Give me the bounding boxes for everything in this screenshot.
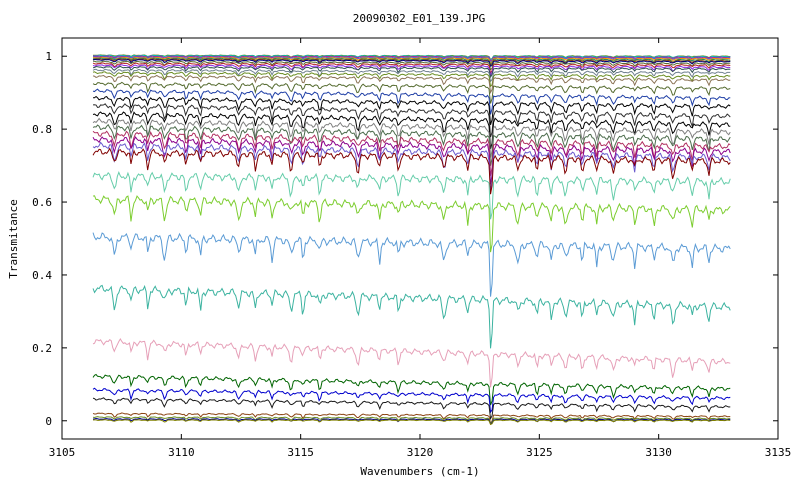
spectrum-series-line — [92, 412, 731, 425]
spectrum-series-line — [92, 338, 731, 388]
spectrum-series-line — [92, 64, 731, 77]
spectrum-series-line — [92, 123, 731, 166]
spectrum-series-line — [92, 387, 731, 414]
y-tick-label: 1 — [45, 50, 52, 63]
series-group — [92, 54, 731, 426]
spectrum-series-line — [92, 418, 731, 425]
chart-title: 20090302_E01_139.JPG — [353, 12, 485, 25]
spectrum-series-line — [92, 130, 731, 176]
spectrum-series-line — [92, 284, 731, 349]
x-tick-label: 3120 — [407, 446, 434, 459]
spectrum-series-line — [92, 62, 731, 74]
y-tick-label: 0.4 — [32, 269, 52, 282]
spectrum-series-line — [92, 81, 731, 104]
spectrum-series-line — [92, 141, 731, 192]
spectrum-series-line — [92, 171, 731, 220]
x-tick-label: 3135 — [765, 446, 792, 459]
spectrum-series-line — [92, 57, 731, 66]
x-tick-label: 3115 — [287, 446, 314, 459]
spectrum-series-line — [92, 232, 731, 297]
spectrum-series-line — [92, 373, 731, 406]
y-axis: 0 0.2 0.4 0.6 0.8 1 — [32, 50, 778, 428]
spectrum-series-line — [92, 397, 731, 421]
spectrum-series-line — [92, 136, 731, 185]
x-tick-label: 3130 — [645, 446, 672, 459]
x-tick-label: 3125 — [526, 446, 553, 459]
spectrum-series-line — [93, 95, 731, 126]
spectrum-series-line — [92, 416, 731, 425]
spectrum-series-line — [93, 60, 731, 71]
spectrum-series-line — [92, 103, 731, 138]
spectrum-series-line — [92, 74, 731, 95]
spectrum-series-line — [92, 419, 731, 426]
x-tick-label: 3105 — [49, 446, 76, 459]
spectrum-series-line — [92, 147, 731, 195]
spectrum-series-line — [92, 68, 731, 83]
x-tick-label: 3110 — [168, 446, 195, 459]
x-axis-title: Wavenumbers (cm-1) — [360, 465, 479, 478]
y-tick-label: 0.2 — [32, 342, 52, 355]
y-axis-title: Transmitance — [7, 199, 20, 278]
spectrum-series-line — [92, 195, 731, 253]
spectrum-series-line — [92, 65, 731, 79]
y-tick-label: 0.6 — [32, 196, 52, 209]
spectrum-series-line — [92, 117, 731, 158]
spectrum-series-line — [92, 58, 731, 68]
spectrum-series-line — [92, 71, 731, 88]
spectrum-series-line — [92, 111, 731, 149]
y-tick-label: 0 — [45, 415, 52, 428]
spectrum-series-line — [92, 56, 731, 63]
spectrum-series-line — [92, 88, 731, 115]
x-axis: 3105 3110 3115 3120 3125 3130 3135 — [49, 38, 792, 459]
y-tick-label: 0.8 — [32, 123, 52, 136]
spectrum-series-line — [92, 55, 731, 62]
